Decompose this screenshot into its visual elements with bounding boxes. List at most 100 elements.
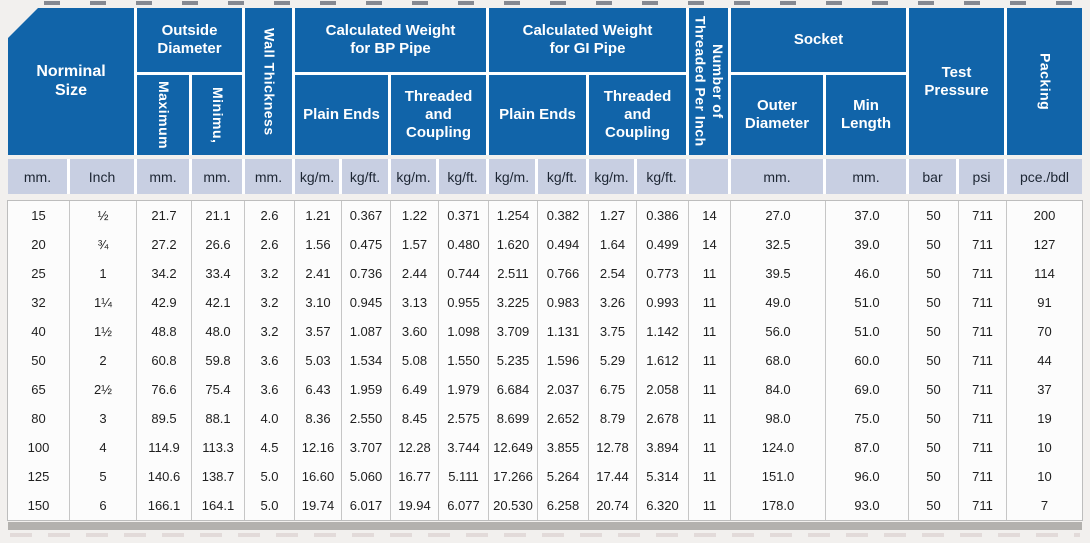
data-cell: 1.27 — [589, 201, 637, 230]
data-cell: 711 — [959, 201, 1007, 230]
data-cell: 37 — [1037, 382, 1052, 397]
header-test-pressure: Test Pressure — [909, 8, 1007, 155]
data-cell: 60.8 — [137, 346, 192, 375]
data-cell: 711 — [959, 288, 1007, 317]
data-cell: 6.320 — [637, 491, 689, 520]
data-cell: 11 — [689, 491, 731, 520]
data-cell: 75.4 — [192, 375, 245, 404]
data-cell: 2.037 — [538, 375, 589, 404]
data-cell: 50 — [909, 462, 959, 491]
data-cell: 16.60 — [295, 462, 342, 491]
data-cell: 3.225 — [489, 288, 538, 317]
data-cell: 15 — [8, 201, 70, 230]
data-cell: 5.314 — [637, 462, 689, 491]
header-label-line: Threaded Per Inch — [692, 16, 709, 147]
data-cell: 1.979 — [439, 375, 489, 404]
data-cell: 5.111 — [439, 462, 489, 491]
data-cell: 2.44 — [391, 259, 439, 288]
unit-cell: mm. — [137, 159, 192, 194]
data-cell: 17.44 — [589, 462, 637, 491]
header-bp-weight: Calculated Weight for BP Pipe — [295, 8, 489, 75]
header-label: Threaded and Coupling — [603, 88, 672, 141]
data-cell: 98.0 — [731, 404, 826, 433]
data-cell: 12.78 — [589, 433, 637, 462]
data-cell: 1.596 — [538, 346, 589, 375]
data-cell: 1.22 — [391, 201, 439, 230]
data-cell: 0.955 — [439, 288, 489, 317]
unit-cell: kg/ft. — [637, 159, 689, 194]
data-cell: 60.0 — [826, 346, 909, 375]
header-outside-diameter: Outside Diameter — [137, 8, 245, 75]
data-cell: 11 — [689, 462, 731, 491]
data-cell: 5.264 — [538, 462, 589, 491]
data-cell: 93.0 — [826, 491, 909, 520]
data-cell: 3.60 — [391, 317, 439, 346]
data-cell: 20.530 — [489, 491, 538, 520]
data-cell: 1 — [70, 259, 137, 288]
data-cell: 5 — [70, 462, 137, 491]
data-cell: 5.0 — [245, 491, 295, 520]
data-cell: 1.131 — [538, 317, 589, 346]
data-cell: 5.060 — [342, 462, 391, 491]
data-cell: 16.77 — [391, 462, 439, 491]
header-label: Outside Diameter — [157, 22, 222, 57]
data-cell: 11 — [689, 288, 731, 317]
data-cell: 42.9 — [137, 288, 192, 317]
data-cell: 12.28 — [391, 433, 439, 462]
header-gi-threaded-coupling: Threaded and Coupling — [589, 75, 689, 155]
data-cell: 2.511 — [489, 259, 538, 288]
data-cell: 12.649 — [489, 433, 538, 462]
unit-cell: kg/ft. — [342, 159, 391, 194]
data-cell: 1.550 — [439, 346, 489, 375]
data-cell: 1.57 — [391, 230, 439, 259]
data-cell: 5.0 — [245, 462, 295, 491]
header-label: Norminal Size — [36, 62, 106, 99]
header-nominal-size: Norminal Size — [8, 8, 137, 155]
data-cell: 127 — [1033, 237, 1056, 252]
data-cell: 8.699 — [489, 404, 538, 433]
data-cell: 10 — [1037, 440, 1052, 455]
data-cell: 4 — [70, 433, 137, 462]
data-cell: 6.017 — [342, 491, 391, 520]
data-cell: 3.744 — [439, 433, 489, 462]
data-cell: 0.371 — [439, 201, 489, 230]
header-bp-threaded-coupling: Threaded and Coupling — [391, 75, 489, 155]
data-cell: 50 — [909, 375, 959, 404]
data-cell: 711 — [959, 433, 1007, 462]
header-gi-weight: Calculated Weight for GI Pipe — [489, 8, 689, 75]
data-cell: 50 — [8, 346, 70, 375]
data-cell: ¾ — [70, 230, 137, 259]
data-cell: 114 — [1034, 266, 1055, 281]
data-cell: 113.3 — [192, 433, 245, 462]
data-cell: 1.254 — [489, 201, 538, 230]
scan-artifact-top — [44, 1, 1076, 5]
data-cell: 1.620 — [489, 230, 538, 259]
header-label: Min Length — [841, 97, 891, 132]
data-cell: 68.0 — [731, 346, 826, 375]
data-cell: 2.575 — [439, 404, 489, 433]
unit-cell: mm. — [731, 159, 826, 194]
data-cell: 70 — [1037, 324, 1052, 339]
data-cell: 50 — [909, 317, 959, 346]
data-cell: 5.03 — [295, 346, 342, 375]
header-gi-plain-ends: Plain Ends — [489, 75, 589, 155]
header-label-line: Number of — [710, 44, 726, 119]
data-cell: 34.2 — [137, 259, 192, 288]
data-cell: 75.0 — [826, 404, 909, 433]
data-cell: 151.0 — [731, 462, 826, 491]
data-cell: 11 — [689, 317, 731, 346]
unit-cell: kg/m. — [489, 159, 538, 194]
data-cell: 0.386 — [637, 201, 689, 230]
unit-cell: mm. — [826, 159, 909, 194]
data-cell: 14 — [689, 201, 731, 230]
data-cell: 11 — [689, 346, 731, 375]
data-cell: 0.367 — [342, 201, 391, 230]
header-label-vertical: Packing — [1037, 52, 1054, 111]
data-cell: 3.2 — [245, 259, 295, 288]
data-cell: 50 — [909, 201, 959, 230]
data-cell: 76.6 — [137, 375, 192, 404]
data-cell: 711 — [959, 375, 1007, 404]
data-cell: 0.993 — [637, 288, 689, 317]
data-cell: 150 — [8, 491, 70, 520]
header-packing: Packing — [1007, 8, 1082, 155]
